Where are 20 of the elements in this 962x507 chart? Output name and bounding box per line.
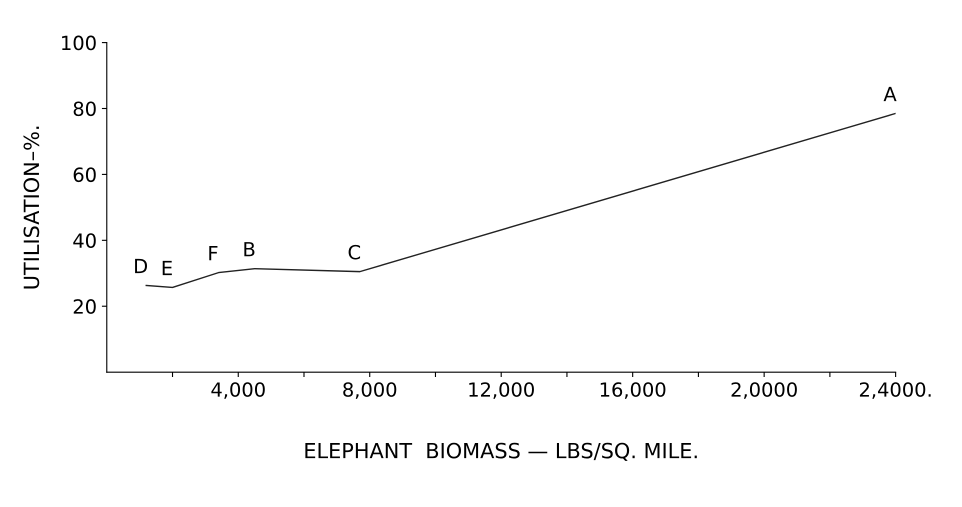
y-tick-label: 80 — [74, 101, 96, 116]
line-series — [146, 112, 896, 288]
y-tick-label: 100 — [62, 36, 96, 50]
annotation: C — [348, 244, 360, 260]
y-tick-label: 60 — [74, 167, 96, 182]
y-tick-label: 40 — [73, 233, 96, 248]
x-tick-label: 2,4000. — [860, 382, 931, 399]
annotation: F — [209, 246, 218, 260]
annotation: B — [244, 242, 254, 256]
x-axis-title: ELEPHANT BIOMASS — LBS/SQ. MILE. — [305, 442, 697, 461]
x-tick-label: 4,000 — [211, 382, 265, 399]
annotation: A — [884, 86, 897, 102]
x-tick-label: 16,000 — [600, 382, 666, 399]
x-tick-label: 8,000 — [343, 382, 396, 399]
annotation: E — [162, 260, 172, 276]
y-axis-title: UTILISATION–%. — [23, 126, 40, 288]
y-tick-label: 20 — [74, 299, 96, 314]
x-tick-label: 2,0000 — [732, 382, 797, 399]
x-tick-label: 12,000 — [469, 382, 534, 399]
annotation: D — [135, 258, 148, 274]
